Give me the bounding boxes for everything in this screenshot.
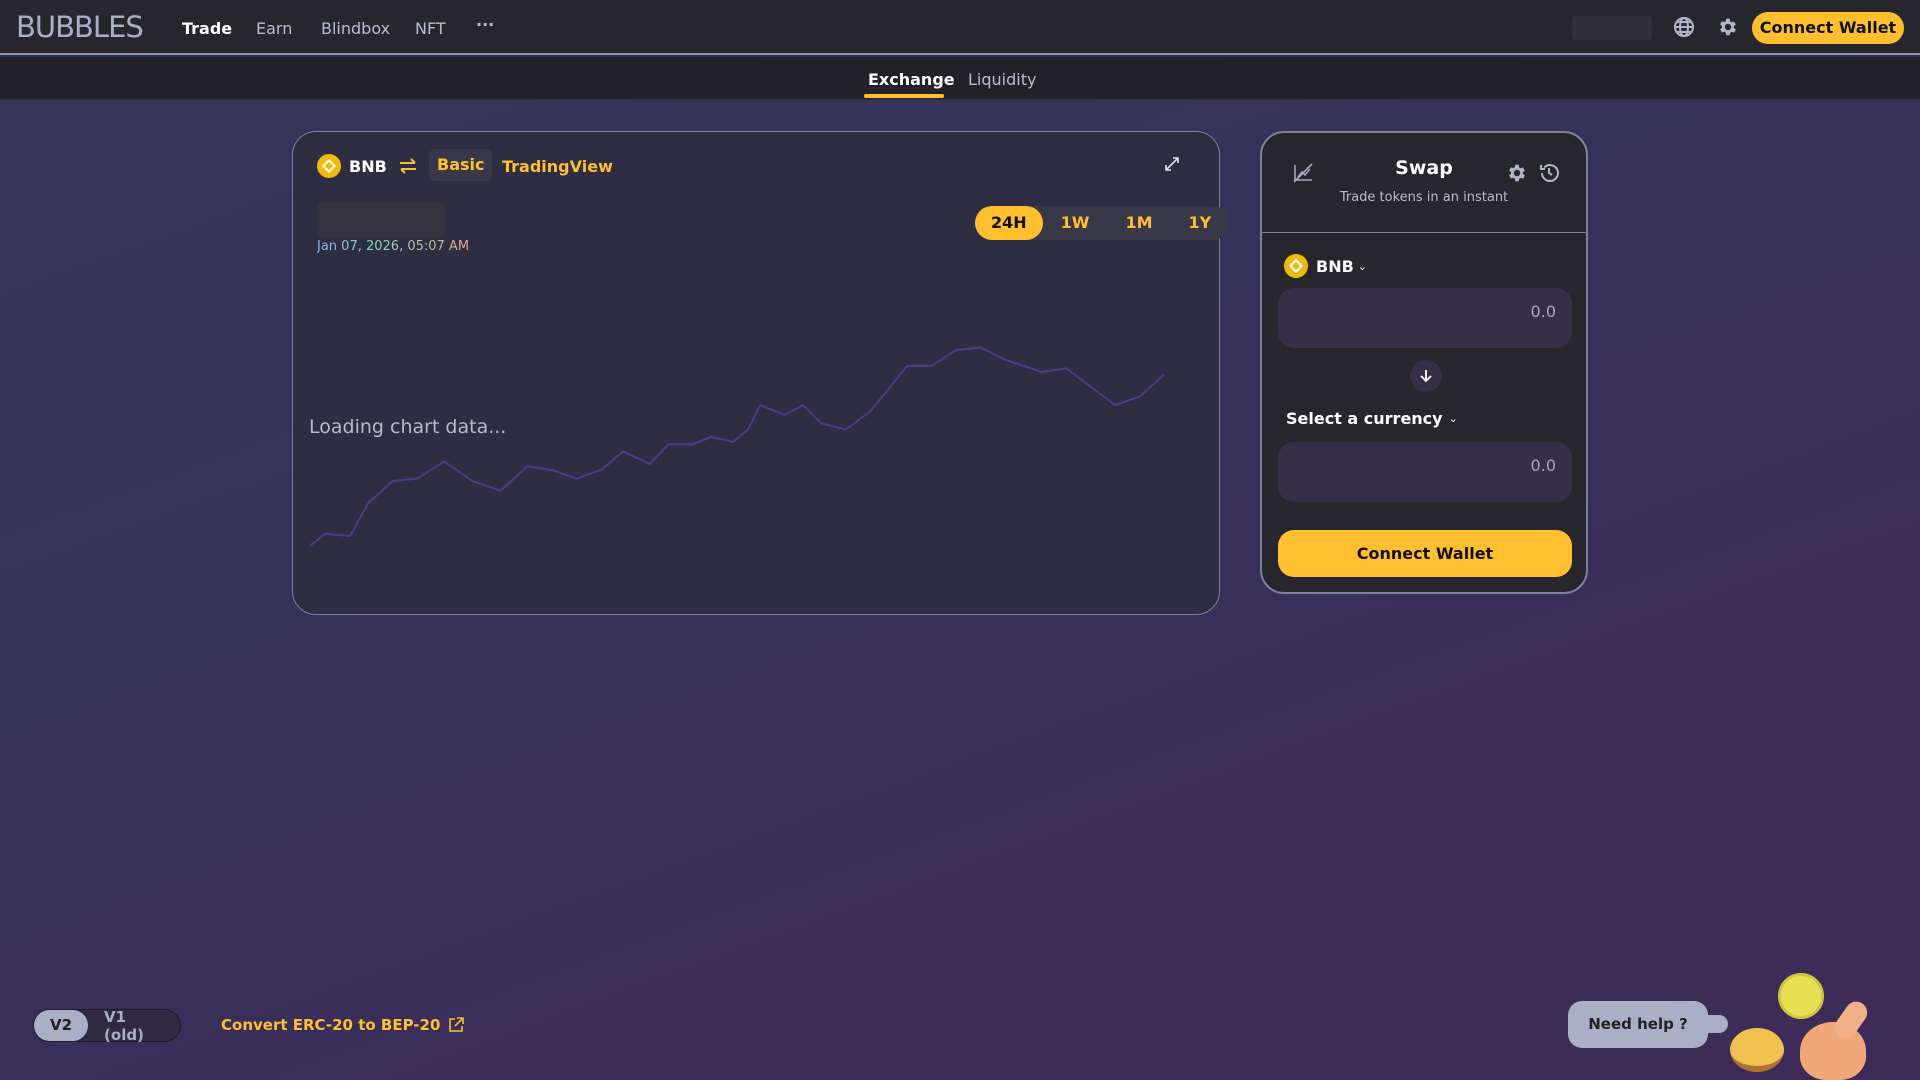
version-v1[interactable]: V1 (old)	[104, 1007, 144, 1044]
range-1w[interactable]: 1W	[1060, 213, 1090, 232]
swap-title: Swap	[1395, 157, 1453, 179]
convert-link-label: Convert ERC-20 to BEP-20	[221, 1016, 441, 1034]
from-token-label: BNB	[1316, 256, 1354, 276]
nav-trade[interactable]: Trade	[182, 19, 233, 38]
balance-placeholder	[1572, 16, 1652, 40]
swap-subtitle: Trade tokens in an instant	[1339, 190, 1509, 205]
header-connect-wallet-button[interactable]: Connect Wallet	[1752, 12, 1904, 44]
nav-blindbox[interactable]: Blindbox	[321, 19, 391, 38]
swap-settings-icon[interactable]	[1506, 162, 1528, 184]
to-token-selector[interactable]: Select a currency ⌄	[1286, 409, 1458, 428]
chart-toggle-icon[interactable]	[1292, 161, 1314, 183]
chart-token-symbol: BNB	[349, 157, 387, 176]
more-menu-icon[interactable]: ···	[476, 15, 495, 34]
swap-connect-wallet-button[interactable]: Connect Wallet	[1278, 530, 1572, 577]
logo[interactable]: BUBBLES	[16, 10, 144, 44]
settings-gear-icon[interactable]	[1717, 16, 1739, 38]
switch-direction-button[interactable]	[1410, 360, 1442, 392]
arrow-down-icon	[1420, 370, 1432, 383]
range-24h[interactable]: 24H	[975, 206, 1043, 240]
need-help-button[interactable]: Need help ?	[1568, 1001, 1708, 1048]
range-selector: 24H 1W 1M 1Y	[975, 206, 1230, 240]
version-v2[interactable]: V2	[34, 1010, 89, 1041]
bnb-token-icon	[1284, 254, 1308, 278]
coin-icon	[1778, 973, 1824, 1019]
range-1y[interactable]: 1Y	[1188, 213, 1212, 232]
chart-timestamp: Jan 07, 2026, 05:07 AM	[317, 239, 470, 254]
swap-pair-icon[interactable]	[399, 158, 417, 174]
tab-exchange[interactable]: Exchange	[868, 70, 955, 89]
from-amount-input[interactable]: 0.0	[1278, 288, 1572, 348]
help-bubble-tail	[1700, 1015, 1728, 1033]
to-token-label: Select a currency	[1286, 409, 1443, 428]
sub-navigation: Exchange Liquidity	[0, 57, 1920, 99]
tab-liquidity[interactable]: Liquidity	[968, 70, 1037, 89]
external-link-icon	[449, 1017, 465, 1032]
globe-icon[interactable]	[1673, 16, 1695, 38]
chevron-down-icon: ⌄	[1357, 259, 1367, 273]
from-token-selector[interactable]: BNB ⌄	[1284, 254, 1367, 278]
chart-card: BNB Basic TradingView Jan 07, 2026, 05:0…	[292, 131, 1230, 615]
nav-nft[interactable]: NFT	[415, 19, 446, 38]
history-icon[interactable]	[1538, 162, 1560, 184]
expand-icon[interactable]	[1164, 156, 1180, 172]
swap-card: Swap Trade tokens in an instant BNB ⌄ 0.…	[1260, 131, 1588, 594]
divider	[1262, 232, 1586, 233]
to-amount-input[interactable]: 0.0	[1278, 442, 1572, 502]
view-basic-button[interactable]: Basic	[429, 149, 493, 181]
top-header: BUBBLES Trade Earn Blindbox NFT ··· Conn…	[0, 0, 1920, 55]
chevron-down-icon: ⌄	[1448, 412, 1458, 425]
chart-loading-text: Loading chart data...	[309, 416, 507, 438]
coin-icon	[1730, 1028, 1784, 1072]
range-1m[interactable]: 1M	[1125, 213, 1153, 232]
active-tab-indicator	[864, 94, 944, 98]
version-toggle: V2 V1 (old)	[33, 1007, 181, 1044]
nav-earn[interactable]: Earn	[256, 19, 293, 38]
bnb-token-icon	[317, 154, 341, 178]
price-placeholder	[317, 202, 445, 238]
convert-link[interactable]: Convert ERC-20 to BEP-20	[221, 1016, 465, 1034]
chart-placeholder-line	[308, 346, 1165, 547]
view-tradingview-button[interactable]: TradingView	[502, 157, 613, 176]
